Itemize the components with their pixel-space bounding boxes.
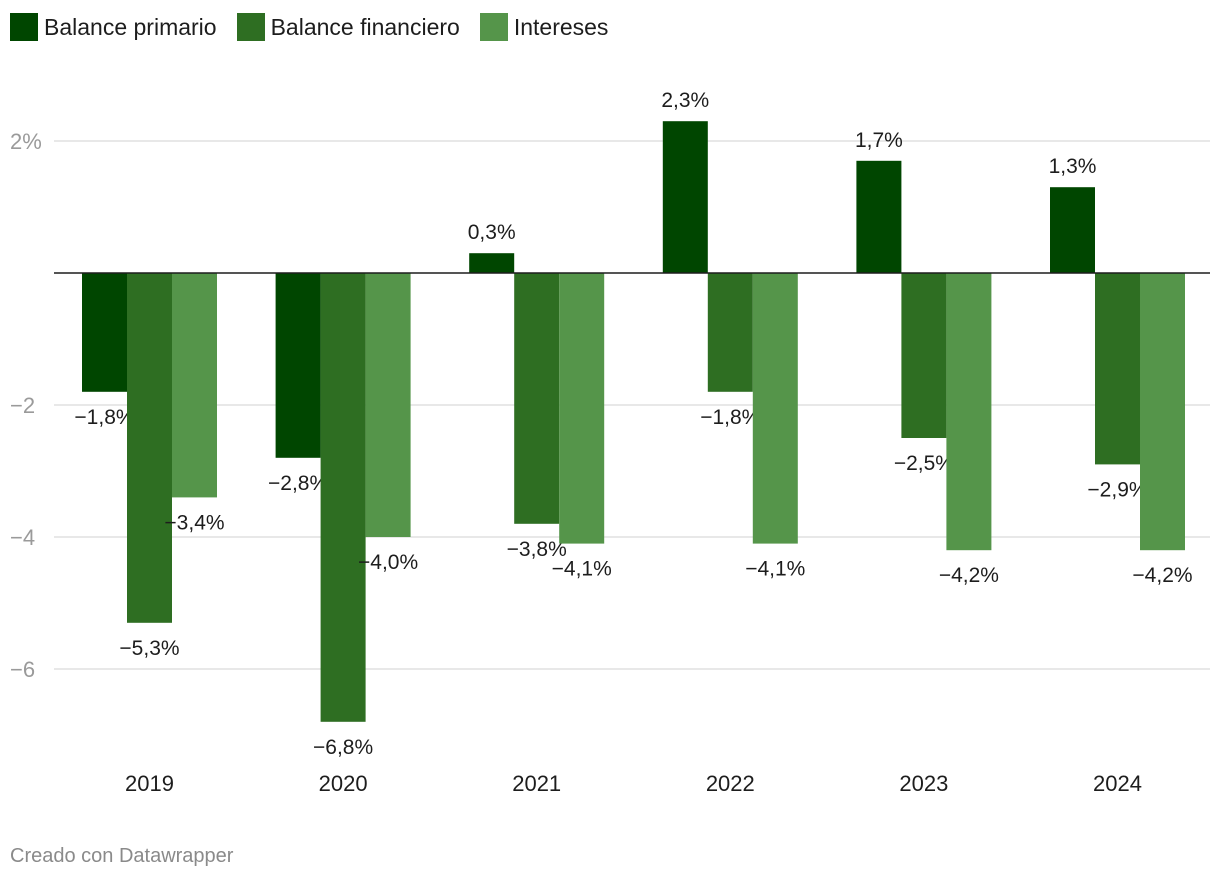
bar bbox=[752, 273, 798, 544]
x-tick-label: 2022 bbox=[706, 771, 755, 796]
legend-swatch-balance-primario bbox=[10, 13, 38, 41]
bar-value-label: −2,8% bbox=[268, 472, 328, 495]
bar bbox=[559, 273, 605, 544]
bar-value-label: −1,8% bbox=[700, 406, 760, 429]
y-tick-label: −6 bbox=[10, 657, 35, 682]
bar-value-label: −4,1% bbox=[552, 558, 612, 581]
legend-item-balance-primario: Balance primario bbox=[10, 13, 217, 41]
bar bbox=[662, 121, 708, 273]
bar bbox=[82, 273, 127, 392]
bar-value-label: 2,3% bbox=[661, 89, 709, 112]
bar bbox=[275, 273, 321, 458]
bar bbox=[901, 273, 947, 438]
bar-value-label: 1,7% bbox=[855, 129, 903, 152]
bar bbox=[1050, 187, 1095, 273]
x-tick-label: 2024 bbox=[1093, 771, 1142, 796]
bar-value-label: −3,8% bbox=[507, 538, 567, 561]
bar-value-label: −5,3% bbox=[119, 637, 179, 660]
bar bbox=[1140, 273, 1185, 551]
legend-label-balance-primario: Balance primario bbox=[44, 13, 217, 40]
bar-value-label: −6,8% bbox=[313, 736, 373, 759]
bar-value-label: −2,5% bbox=[894, 452, 954, 475]
bar bbox=[365, 273, 411, 537]
bar bbox=[127, 273, 172, 623]
x-tick-label: 2020 bbox=[319, 771, 368, 796]
y-tick-label: 2% bbox=[10, 129, 42, 154]
x-tick-label: 2023 bbox=[899, 771, 948, 796]
bar bbox=[172, 273, 217, 498]
x-tick-label: 2021 bbox=[512, 771, 561, 796]
bar-value-label: −1,8% bbox=[74, 406, 134, 429]
legend-swatch-balance-financiero bbox=[236, 13, 265, 41]
bar-value-label: −4,0% bbox=[358, 551, 418, 574]
bar-value-label: −3,4% bbox=[164, 511, 224, 534]
x-tick-label: 2019 bbox=[125, 771, 174, 796]
chart-legend: Balance primario Balance financiero Inte… bbox=[10, 12, 628, 42]
bar-value-label: −4,1% bbox=[745, 558, 805, 581]
bar bbox=[1095, 273, 1140, 465]
legend-item-intereses: Intereses bbox=[479, 13, 609, 41]
bar bbox=[707, 273, 753, 392]
footer-credit: Creado con Datawrapper bbox=[10, 845, 234, 867]
bar-value-label: −4,2% bbox=[1132, 564, 1192, 587]
bar bbox=[514, 273, 560, 524]
bar bbox=[856, 160, 902, 273]
bar bbox=[320, 273, 366, 722]
bar bbox=[946, 273, 992, 551]
legend-swatch-intereses bbox=[479, 13, 508, 41]
bar bbox=[469, 253, 515, 273]
legend-item-balance-financiero: Balance financiero bbox=[236, 13, 460, 41]
bar-value-label: 1,3% bbox=[1049, 155, 1097, 178]
bar-value-label: −2,9% bbox=[1087, 478, 1147, 501]
bar-value-label: −4,2% bbox=[939, 564, 999, 587]
y-tick-label: −2 bbox=[10, 393, 35, 418]
y-tick-label: −4 bbox=[10, 525, 35, 550]
legend-label-intereses: Intereses bbox=[513, 13, 609, 40]
legend-label-balance-financiero: Balance financiero bbox=[270, 13, 460, 40]
bar-value-label: 0,3% bbox=[468, 221, 516, 244]
